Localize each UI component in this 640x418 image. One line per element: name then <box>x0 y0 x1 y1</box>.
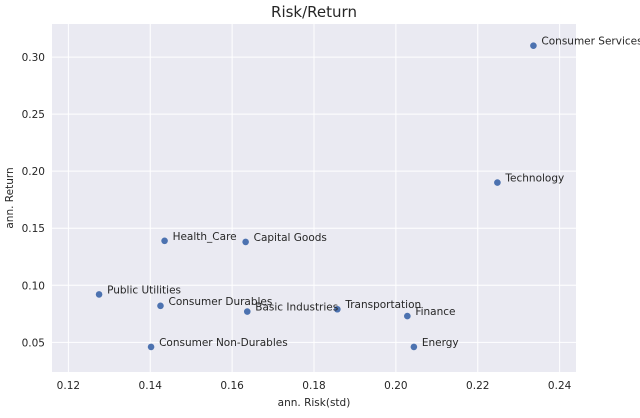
x-tick-label: 0.12 <box>57 380 80 392</box>
y-tick-label: 0.05 <box>22 337 45 349</box>
data-point <box>334 305 341 313</box>
y-tick-label: 0.30 <box>22 52 45 64</box>
x-tick-label: 0.20 <box>384 380 407 392</box>
point-label: Consumer Durables <box>168 296 272 308</box>
point-labels: Consumer Services Technology Health_Care Ca… <box>107 36 640 349</box>
point-label: Consumer Services <box>541 36 640 48</box>
y-tick-label: 0.15 <box>22 223 45 235</box>
x-axis-label: ann. Risk(std) <box>278 397 351 409</box>
data-point <box>404 312 411 320</box>
point-label: Finance <box>415 306 455 318</box>
data-point <box>530 42 537 49</box>
y-tick-label: 0.25 <box>22 109 45 121</box>
y-tick-labels: 0.05 0.10 0.15 0.20 0.25 0.30 <box>22 52 45 349</box>
point-label: Energy <box>422 337 459 349</box>
y-tick-label: 0.20 <box>22 166 45 178</box>
data-points <box>95 42 537 351</box>
point-label: Consumer Non-Durables <box>159 337 288 349</box>
chart-title: Risk/Return <box>271 3 357 21</box>
x-tick-label: 0.16 <box>220 380 244 392</box>
grid-lines <box>52 24 576 372</box>
point-label: Technology <box>504 173 564 185</box>
y-axis-label: ann. Return <box>4 167 16 228</box>
point-label: Public Utilities <box>107 284 181 296</box>
data-point <box>242 238 249 246</box>
data-point <box>157 302 164 310</box>
x-tick-labels: 0.12 0.14 0.16 0.18 0.20 0.22 0.24 <box>57 380 572 392</box>
data-point <box>243 308 251 315</box>
x-tick-label: 0.24 <box>548 380 572 392</box>
point-label: Health_Care <box>173 231 237 243</box>
data-point <box>95 291 103 298</box>
data-point <box>494 179 501 186</box>
y-tick-label: 0.10 <box>22 280 45 292</box>
data-point <box>410 343 418 351</box>
point-label: Basic Industries <box>255 302 338 314</box>
point-label: Capital Goods <box>254 232 327 244</box>
x-tick-label: 0.22 <box>466 380 489 392</box>
x-tick-label: 0.18 <box>302 380 325 392</box>
data-point <box>161 237 168 245</box>
x-tick-label: 0.14 <box>139 380 163 392</box>
point-label: Transportation <box>344 299 421 311</box>
data-point <box>147 343 155 351</box>
